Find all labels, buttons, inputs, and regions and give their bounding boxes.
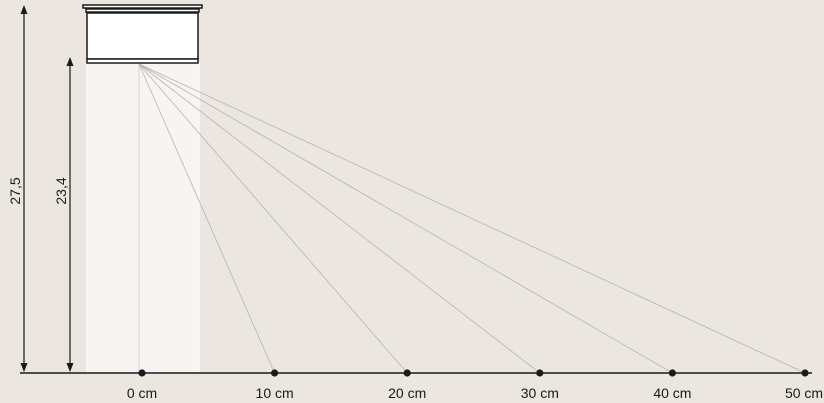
lamp-column	[86, 62, 200, 374]
marker-label-0cm: 0 cm	[127, 385, 157, 401]
light-ray-20cm	[138, 63, 408, 374]
marker-label-20cm: 20 cm	[388, 385, 426, 401]
marker-dot-30cm	[536, 369, 544, 377]
marker-dot-20cm	[403, 369, 411, 377]
light-ray-10cm	[138, 63, 275, 374]
light-ray-40cm	[138, 63, 673, 374]
inner-height-label: 23,4	[53, 177, 69, 204]
marker-dot-0cm	[138, 369, 146, 377]
marker-label-50cm: 50 cm	[785, 385, 823, 401]
outer-height-label: 27,5	[7, 177, 23, 204]
outer-height-arrow-bottom	[20, 363, 28, 372]
lamp-shade-base	[86, 58, 199, 64]
lamp-cap-top	[82, 4, 203, 9]
light-ray-30cm	[138, 63, 541, 374]
light-ray-50cm	[138, 63, 806, 374]
outer-height-dimension: 27,5	[7, 5, 28, 372]
marker-label-30cm: 30 cm	[521, 385, 559, 401]
inner-height-arrow-bottom	[66, 363, 74, 372]
marker-label-10cm: 10 cm	[256, 385, 294, 401]
marker-dot-40cm	[668, 369, 677, 377]
lamp-cap-rim	[85, 8, 200, 13]
distance-markers: 0 cm 10 cm 20 cm 30 cm 40 cm 50 cm	[127, 369, 823, 401]
inner-height-arrow-top	[66, 57, 74, 66]
light-rays	[138, 63, 806, 374]
marker-dot-50cm	[801, 369, 809, 377]
lamp-head	[82, 4, 203, 64]
marker-dot-10cm	[271, 369, 279, 377]
inner-height-dimension: 23,4	[53, 57, 74, 372]
outer-height-arrow-top	[20, 5, 28, 14]
lamp-shade	[86, 12, 199, 60]
marker-label-40cm: 40 cm	[653, 385, 691, 401]
